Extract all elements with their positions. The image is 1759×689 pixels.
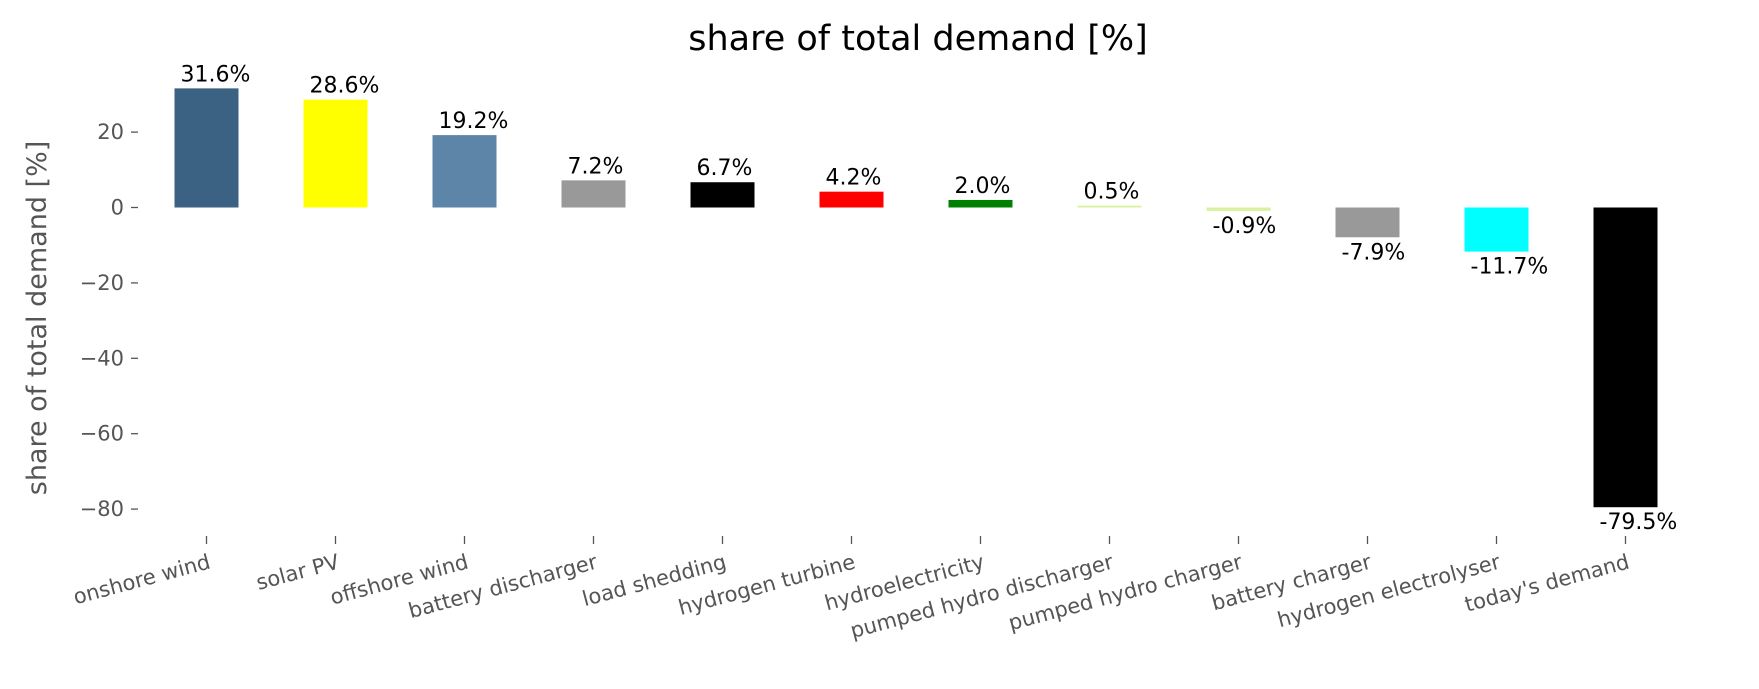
bar [819, 191, 884, 208]
data-label: -0.9% [1213, 214, 1277, 239]
data-label: 31.6% [181, 62, 251, 87]
data-label: 19.2% [439, 109, 509, 134]
bar [948, 199, 1013, 208]
data-label: -7.9% [1342, 240, 1406, 265]
y-tick-label: −40 [80, 346, 124, 370]
bar [1593, 207, 1658, 508]
y-tick-label: −60 [80, 422, 124, 446]
bar [432, 135, 497, 208]
bar [1335, 207, 1400, 238]
y-tick-label: 0 [111, 196, 124, 220]
data-label: 28.6% [310, 74, 380, 99]
data-label: 2.0% [955, 174, 1011, 199]
data-label: -11.7% [1471, 255, 1549, 280]
chart-title: share of total demand [%] [688, 19, 1148, 59]
bar [1077, 205, 1142, 208]
data-label: 4.2% [826, 166, 882, 191]
data-label: 7.2% [568, 154, 624, 179]
data-label: -79.5% [1600, 510, 1678, 535]
bar [1206, 207, 1271, 211]
y-tick-label: −80 [80, 497, 124, 521]
y-tick-label: 20 [97, 120, 124, 144]
y-axis-label: share of total demand [%] [22, 141, 53, 496]
bar [174, 88, 239, 208]
bar [1464, 207, 1529, 252]
data-label: 0.5% [1084, 180, 1140, 205]
y-tick-label: −20 [80, 271, 124, 295]
bar [561, 180, 626, 208]
x-tick-label: onshore wind [71, 550, 213, 610]
bar [303, 99, 368, 208]
bar [690, 182, 755, 208]
data-label: 6.7% [697, 156, 753, 181]
